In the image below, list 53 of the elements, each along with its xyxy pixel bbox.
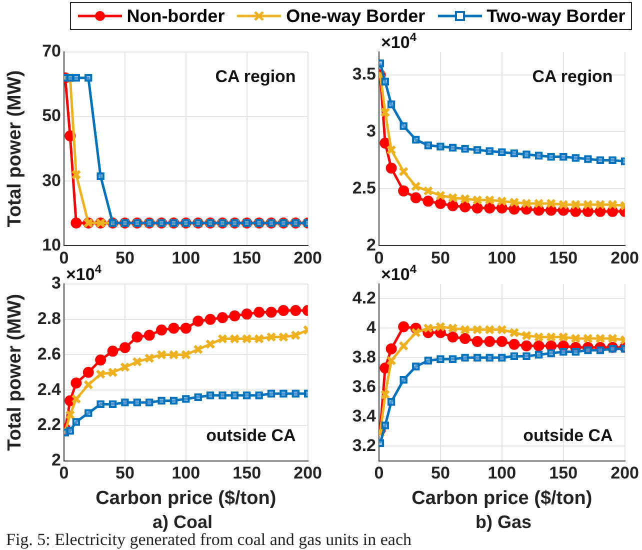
annotation: CA region <box>532 67 613 86</box>
y-tick-label: 4.2 <box>352 288 376 308</box>
x-tick-label: 200 <box>610 248 640 268</box>
y-tick-label: 3.8 <box>352 347 376 366</box>
y-tick-label: 2.5 <box>352 178 376 198</box>
y-tick-label: 3 <box>366 121 376 140</box>
legend-label: Non-border <box>126 6 225 26</box>
y-tick-label: 50 <box>42 106 61 126</box>
y-tick-label: 4 <box>366 318 377 337</box>
y-tick-label: 2.4 <box>37 380 62 399</box>
x-tick-label: 150 <box>549 464 578 483</box>
x-tick-label: 0 <box>374 248 384 268</box>
x-tick-label: 100 <box>172 248 200 268</box>
text: b) Gas <box>475 512 532 532</box>
y-tick-label: 3.6 <box>352 376 376 396</box>
y-tick-label: 3.2 <box>352 436 376 455</box>
x-tick-label: 0 <box>374 464 384 483</box>
x-tick-label: 200 <box>294 464 322 483</box>
x-axis-title: Carbon price ($/ton) <box>412 488 592 509</box>
annotation: CA region <box>215 67 296 86</box>
x-tick-label: 100 <box>488 464 516 483</box>
y-tick-label: 10 <box>42 235 61 254</box>
y-tick-label: 3.4 <box>352 406 377 426</box>
x-tick-label: 0 <box>59 464 69 483</box>
y-axis-title: Total power (MW) <box>4 70 26 228</box>
x-tick-label: 150 <box>232 248 262 268</box>
annotation: outside CA <box>523 426 613 445</box>
annotation: outside CA <box>206 426 296 445</box>
x-tick-label: 200 <box>294 248 322 268</box>
y-tick-label: 2.6 <box>37 344 61 364</box>
y-axis-title: Total power (MW) <box>4 294 26 451</box>
x-tick-label: 150 <box>232 464 262 483</box>
x-tick-label: 150 <box>549 248 578 268</box>
x-tick-label: 0 <box>59 248 69 268</box>
y-tick-label: 2.2 <box>37 415 61 434</box>
text: a) Coal <box>151 512 214 533</box>
x-tick-label: 100 <box>172 464 200 483</box>
y-tick-label: 30 <box>42 170 61 190</box>
x-tick-label: 50 <box>115 248 134 268</box>
y-tick-label: 3.5 <box>352 64 376 84</box>
y-tick-label: 70 <box>42 42 61 61</box>
legend-label: Two-way Border <box>486 6 626 26</box>
x-tick-label: 50 <box>430 464 450 483</box>
y-tick-label: 3 <box>52 274 61 293</box>
x-tick-label: 100 <box>488 248 516 268</box>
y-tick-label: 2.8 <box>37 309 61 328</box>
y-tick-label: 2 <box>366 235 376 254</box>
legend-label: One-way Border <box>286 6 426 26</box>
x-tick-label: 200 <box>610 464 640 483</box>
y-tick-label: 2 <box>52 450 61 470</box>
x-axis-title: Carbon price ($/ton) <box>96 488 276 509</box>
x-tick-label: 50 <box>430 248 450 268</box>
x-tick-label: 50 <box>115 464 134 483</box>
